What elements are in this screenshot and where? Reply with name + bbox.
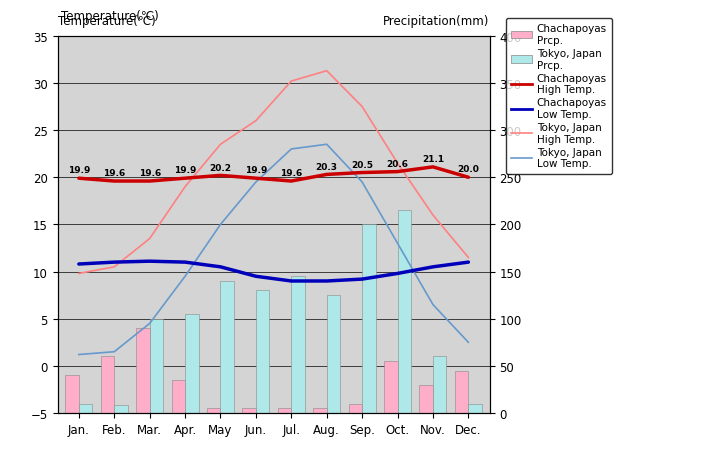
Text: 20.5: 20.5 [351,160,373,169]
Bar [207,409,220,413]
Text: 19.6: 19.6 [138,169,161,178]
Text: 19.6: 19.6 [280,169,302,178]
Text: 19.9: 19.9 [68,166,90,175]
Bar [397,211,411,413]
Bar [256,291,269,413]
Bar [313,409,327,413]
Legend: Chachapoyas
Prcp., Tokyo, Japan
Prcp., Chachapoyas
High Temp., Chachapoyas
Low T: Chachapoyas Prcp., Tokyo, Japan Prcp., C… [505,19,612,174]
Bar [136,328,150,413]
Bar [171,380,185,413]
Text: Temperature(℃): Temperature(℃) [58,15,156,28]
Text: Precipitation(mm): Precipitation(mm) [383,15,490,28]
Bar [348,404,362,413]
Bar [220,281,234,413]
Text: 19.9: 19.9 [245,166,267,175]
Bar [455,371,468,413]
Text: 20.2: 20.2 [210,163,232,172]
Text: 20.3: 20.3 [315,162,338,171]
Bar [292,277,305,413]
Bar [243,409,256,413]
Bar [468,404,482,413]
Bar [362,225,376,413]
Text: 21.1: 21.1 [422,155,444,164]
Bar [433,357,446,413]
Text: Temperature(℃): Temperature(℃) [61,10,159,22]
Bar [66,375,79,413]
Bar [79,404,92,413]
Bar [384,361,397,413]
Text: 19.9: 19.9 [174,166,197,175]
Bar [327,296,340,413]
Text: 19.6: 19.6 [103,169,125,178]
Bar [278,409,292,413]
Bar [150,319,163,413]
Bar [101,357,114,413]
Text: 20.6: 20.6 [387,159,408,168]
Text: 20.0: 20.0 [457,165,480,174]
Bar [185,314,199,413]
Bar [420,385,433,413]
Bar [114,406,127,413]
